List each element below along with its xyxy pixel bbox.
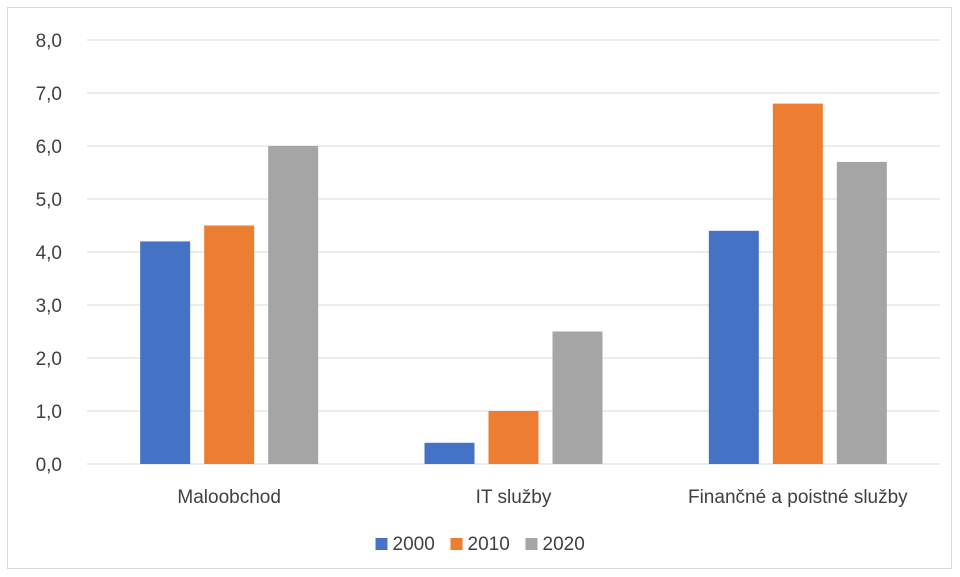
bar-2000-1 (424, 442, 475, 464)
y-tick-label: 5,0 (36, 190, 62, 211)
bar-2010-1 (488, 411, 539, 464)
category-label: Finančné a poistné služby (688, 487, 908, 508)
bar-2020-0 (268, 146, 319, 464)
legend-swatch (375, 538, 388, 550)
bar-2000-2 (708, 230, 759, 464)
legend-item-2000: 2000 (375, 534, 435, 555)
legend-item-2010: 2010 (450, 534, 510, 555)
bar-2020-1 (552, 331, 603, 464)
y-tick-label: 3,0 (36, 296, 62, 317)
y-tick-label: 6,0 (36, 137, 62, 158)
y-tick-label: 0,0 (36, 455, 62, 476)
bar-2000-0 (140, 241, 191, 464)
bar-2020-2 (836, 161, 887, 464)
y-axis-tick-labels: 0,0 1,0 2,0 3,0 4,0 5,0 6,0 7,0 8,0 (36, 31, 62, 476)
y-tick-label: 8,0 (36, 31, 62, 52)
legend-item-2020: 2020 (525, 534, 585, 555)
x-axis-category-labels: Maloobchod IT služby Finančné a poistné sl… (177, 487, 908, 508)
y-tick-label: 2,0 (36, 349, 62, 370)
legend-swatch (525, 538, 538, 550)
bar-2010-2 (772, 103, 823, 464)
legend: 2000 2010 2020 (375, 534, 585, 555)
y-tick-label: 4,0 (36, 243, 62, 264)
bars (140, 103, 887, 464)
category-label: Maloobchod (177, 487, 281, 508)
legend-label: 2000 (393, 534, 435, 555)
legend-label: 2020 (543, 534, 585, 555)
legend-label: 2010 (468, 534, 510, 555)
y-tick-label: 7,0 (36, 84, 62, 105)
y-tick-label: 1,0 (36, 402, 62, 423)
legend-swatch (450, 538, 463, 550)
category-label: IT služby (476, 487, 552, 508)
bar-2010-0 (204, 225, 255, 464)
